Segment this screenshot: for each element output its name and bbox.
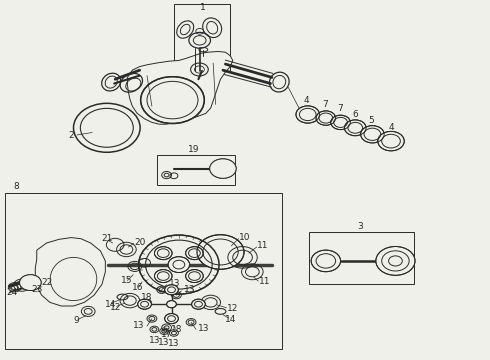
Text: 14: 14	[224, 315, 236, 324]
Bar	[5, 193, 282, 349]
Circle shape	[186, 270, 203, 283]
Text: 15: 15	[121, 276, 132, 285]
Text: 13: 13	[169, 279, 180, 288]
Text: 13: 13	[168, 339, 180, 348]
Text: 16: 16	[132, 284, 144, 292]
Text: 23: 23	[31, 285, 42, 294]
Text: 21: 21	[101, 234, 113, 243]
Text: 24: 24	[6, 288, 18, 297]
Text: 7: 7	[338, 104, 343, 113]
Text: 13: 13	[148, 336, 160, 345]
Circle shape	[376, 247, 415, 275]
Text: 14: 14	[104, 300, 116, 309]
Circle shape	[296, 106, 319, 123]
Circle shape	[141, 77, 204, 123]
Text: 13: 13	[133, 321, 145, 330]
Circle shape	[186, 247, 203, 260]
Circle shape	[154, 247, 172, 260]
Text: 13: 13	[184, 285, 195, 294]
Text: 2: 2	[68, 131, 74, 140]
Circle shape	[138, 299, 151, 309]
Text: 7: 7	[322, 100, 328, 109]
Text: 12: 12	[227, 304, 238, 313]
Circle shape	[165, 314, 178, 324]
Circle shape	[197, 235, 244, 269]
Text: 17: 17	[161, 330, 172, 339]
Circle shape	[139, 235, 219, 294]
Text: 11: 11	[259, 277, 270, 287]
Circle shape	[20, 275, 41, 291]
Bar	[157, 155, 235, 185]
Text: 11: 11	[257, 242, 269, 251]
Polygon shape	[35, 238, 105, 306]
Text: 22: 22	[42, 278, 53, 287]
Circle shape	[311, 250, 341, 272]
Text: 1: 1	[199, 3, 205, 12]
Circle shape	[331, 115, 350, 130]
Circle shape	[344, 120, 366, 136]
Text: 20: 20	[135, 238, 146, 247]
Circle shape	[316, 111, 336, 125]
Text: 4: 4	[303, 96, 309, 105]
Circle shape	[165, 285, 178, 295]
Circle shape	[378, 131, 404, 151]
Text: 19: 19	[188, 145, 199, 154]
Circle shape	[154, 270, 172, 283]
Text: 18: 18	[141, 292, 153, 302]
Polygon shape	[127, 51, 233, 124]
Text: 18: 18	[171, 325, 182, 334]
Text: 13: 13	[158, 338, 170, 347]
Text: 4: 4	[388, 123, 394, 132]
Circle shape	[192, 299, 205, 309]
Text: 12: 12	[109, 302, 121, 311]
Circle shape	[167, 301, 176, 308]
Circle shape	[210, 159, 236, 178]
Text: 3: 3	[357, 222, 363, 231]
Text: 9: 9	[73, 316, 79, 325]
Text: 10: 10	[239, 233, 250, 242]
Circle shape	[361, 126, 384, 143]
Circle shape	[168, 257, 190, 273]
Text: 8: 8	[14, 182, 20, 191]
Bar	[309, 232, 414, 284]
Bar	[174, 4, 230, 71]
Text: 13: 13	[198, 324, 210, 333]
Text: 5: 5	[368, 116, 374, 125]
Text: 6: 6	[352, 110, 358, 119]
